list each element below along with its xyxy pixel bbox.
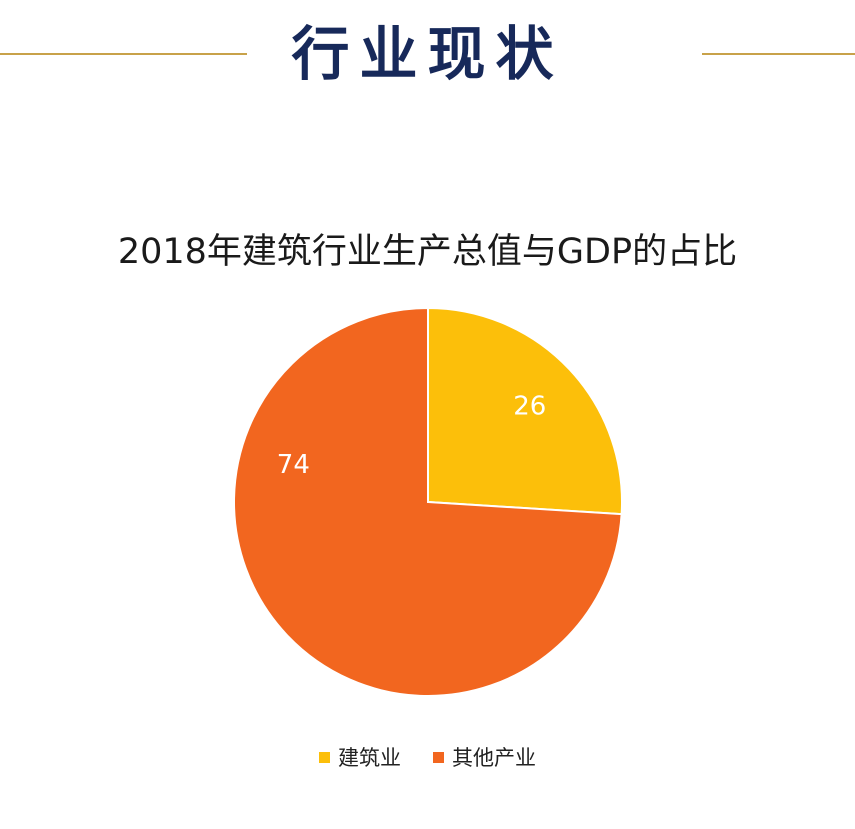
legend-label-construction: 建筑业 — [338, 746, 401, 770]
legend-swatch-construction — [319, 751, 330, 763]
data-label-construction: 26 — [513, 391, 546, 421]
header-divider-left — [0, 53, 247, 55]
pie-slice-construction — [427, 306, 623, 516]
chart-legend: 建筑业 其他产业 — [0, 742, 855, 772]
legend-item-construction: 建筑业 — [319, 742, 401, 772]
data-label-other: 74 — [277, 450, 310, 480]
legend-label-other: 其他产业 — [452, 746, 536, 770]
header-divider-right — [702, 53, 855, 55]
legend-swatch-other — [433, 751, 444, 763]
page-header: 行业现状 — [0, 0, 855, 110]
chart-title: 2018年建筑行业生产总值与GDP的占比 — [117, 232, 738, 272]
page-title: 行业现状 — [291, 20, 564, 88]
pie-slice-other — [233, 306, 623, 697]
legend-item-other: 其他产业 — [433, 742, 536, 772]
